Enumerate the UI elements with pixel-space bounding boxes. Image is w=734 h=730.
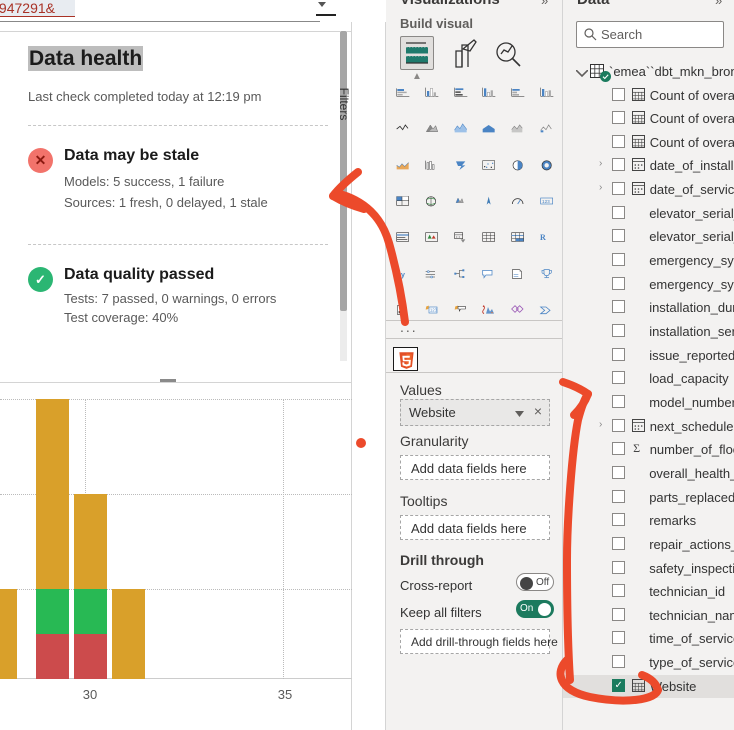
svg-text:123: 123 xyxy=(542,199,550,204)
svg-text:R: R xyxy=(540,233,546,242)
svg-text:123: 123 xyxy=(430,308,438,313)
svg-text:Py: Py xyxy=(396,270,406,279)
